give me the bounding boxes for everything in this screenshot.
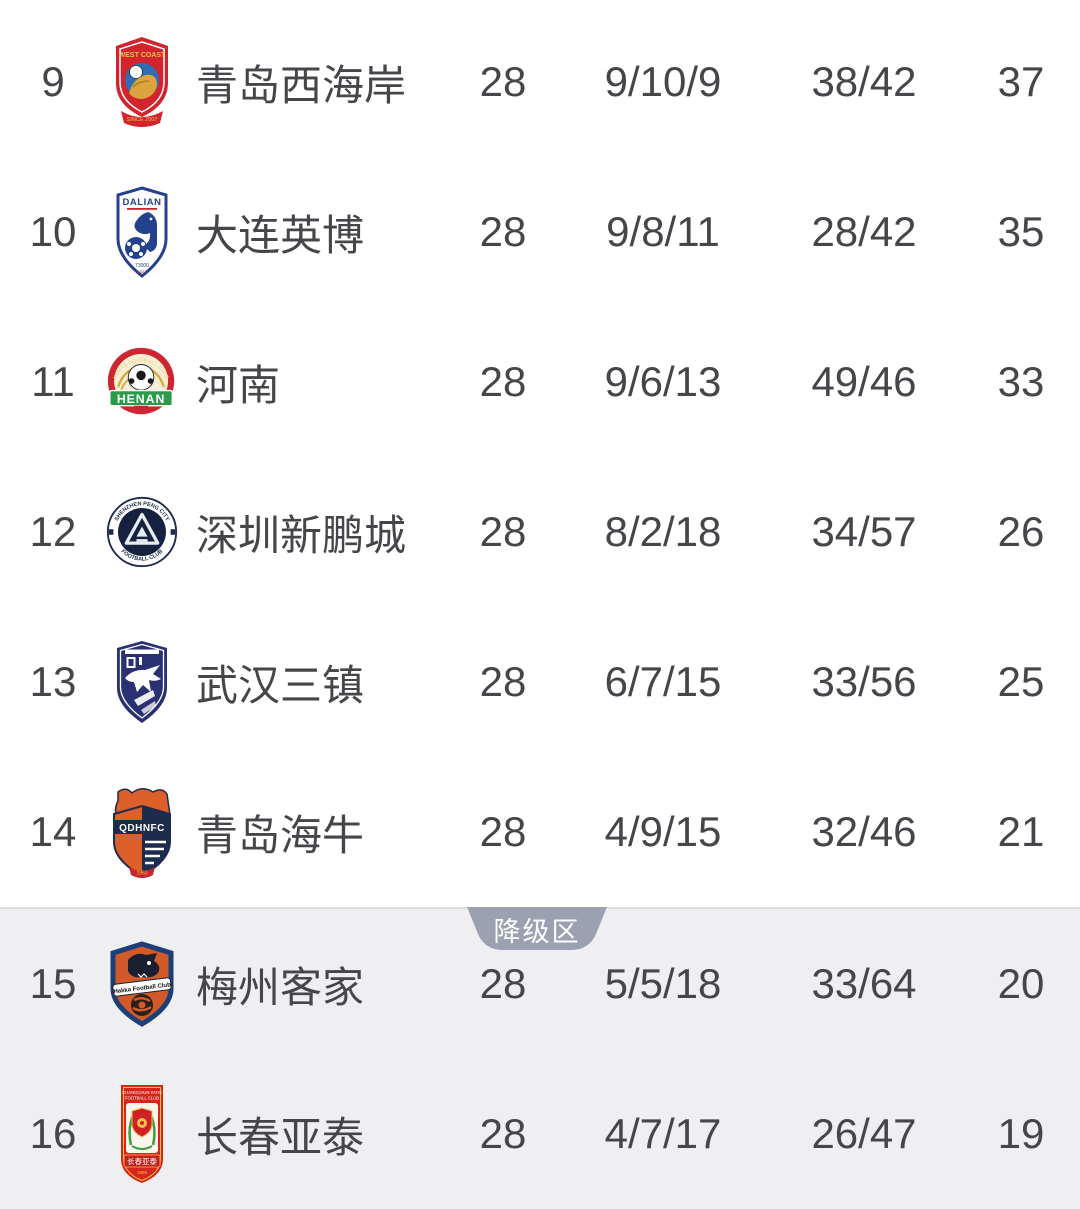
logo-text: 2021 xyxy=(138,269,148,274)
played-cell: 28 xyxy=(479,58,527,105)
played-cell: 28 xyxy=(479,658,527,705)
table-row[interactable]: 16 CHANGCHUN YATAI FOOTBALL CLUB 长春亚泰 xyxy=(0,1059,1080,1209)
table-row[interactable]: 12 SHENZHEN PENG CITY FOOTBALL CLUB 深圳新鹏… xyxy=(0,457,1080,607)
team-logo-qingdao-hainiu-icon: QDHNFC 1963 xyxy=(106,784,178,880)
team-logo-meizhou-hakka-icon: Hakka Football Club xyxy=(106,941,178,1027)
goals-cell: 49/46 xyxy=(811,358,917,405)
wdl-cell: 6/7/15 xyxy=(604,658,722,705)
logo-text: 1996 xyxy=(137,1170,148,1175)
logo-text: HENAN xyxy=(117,392,165,406)
played-cell: 28 xyxy=(479,808,527,855)
wdl-cell: 9/6/13 xyxy=(604,358,722,405)
team-logo-shenzhen-peng-city-icon: SHENZHEN PENG CITY FOOTBALL CLUB xyxy=(106,493,178,571)
logo-text: CHANGCHUN YATAI xyxy=(122,1090,161,1095)
team-logo-dalian-yingbo-icon: DALIAN 73000 2021 xyxy=(106,185,178,279)
logo-text: QDHNFC xyxy=(119,823,165,834)
team-logo-changchun-yatai-icon: CHANGCHUN YATAI FOOTBALL CLUB 长春亚泰 1996 xyxy=(106,1083,178,1185)
table-row[interactable]: 10 DALIAN 73000 2021 大连英博 28 9/8/11 28/4… xyxy=(0,157,1080,307)
goals-cell: 33/64 xyxy=(811,960,917,1007)
wdl-cell: 9/10/9 xyxy=(604,58,722,105)
goals-cell: 33/56 xyxy=(811,658,917,705)
team-logo-qingdao-west-coast-icon: WEST COAST SINCE 2007 xyxy=(106,35,178,129)
rank-cell: 13 xyxy=(29,658,77,705)
wdl-cell: 4/9/15 xyxy=(604,808,722,855)
points-cell: 35 xyxy=(997,208,1045,255)
goals-cell: 34/57 xyxy=(811,508,917,555)
played-cell: 28 xyxy=(479,960,527,1007)
played-cell: 28 xyxy=(479,358,527,405)
played-cell: 28 xyxy=(479,208,527,255)
logo-text: DALIAN xyxy=(123,197,162,208)
goals-cell: 38/42 xyxy=(811,58,917,105)
team-name: 长春亚泰 xyxy=(196,1113,365,1161)
table-row[interactable]: 11 HENAN FOOTBALL CLUB HENAN 河南 28 xyxy=(0,307,1080,457)
logo-text: SINCE 2007 xyxy=(127,117,158,123)
rank-cell: 15 xyxy=(29,960,77,1007)
goals-cell: 32/46 xyxy=(811,808,917,855)
points-cell: 33 xyxy=(997,358,1045,405)
table-row[interactable]: 13 武汉三镇 28 6/7/15 33/56 25 xyxy=(0,607,1080,757)
points-cell: 20 xyxy=(997,960,1045,1007)
relegation-zone-section: 降级区 15 Hakka Football Club xyxy=(0,907,1080,1209)
logo-text: WEST COAST xyxy=(119,52,166,59)
logo-text: 长春亚泰 xyxy=(127,1156,157,1166)
wdl-cell: 4/7/17 xyxy=(604,1110,722,1157)
table-row[interactable]: 9 WEST COAST SINCE 2007 青岛西海岸 28 9/10/9 … xyxy=(0,7,1080,157)
goals-cell: 26/47 xyxy=(811,1110,917,1157)
logo-text: 1963 xyxy=(136,871,147,877)
wdl-cell: 5/5/18 xyxy=(604,960,722,1007)
wdl-cell: 8/2/18 xyxy=(604,508,722,555)
played-cell: 28 xyxy=(479,508,527,555)
points-cell: 25 xyxy=(997,658,1045,705)
rank-cell: 14 xyxy=(29,808,77,855)
points-cell: 19 xyxy=(997,1110,1045,1157)
points-cell: 21 xyxy=(997,808,1045,855)
team-name: 武汉三镇 xyxy=(196,661,365,709)
team-logo-henan-icon: HENAN FOOTBALL CLUB HENAN xyxy=(106,337,178,427)
table-row[interactable]: 15 Hakka Football Club 梅州客家 xyxy=(0,909,1080,1059)
wdl-cell: 9/8/11 xyxy=(606,208,720,255)
points-cell: 37 xyxy=(997,58,1045,105)
logo-text: FOOTBALL CLUB xyxy=(125,1096,159,1101)
rank-cell: 11 xyxy=(31,358,75,405)
relegation-zone-label: 降级区 xyxy=(493,917,581,947)
points-cell: 26 xyxy=(997,508,1045,555)
played-cell: 28 xyxy=(479,1110,527,1157)
relegation-badge-shape-icon xyxy=(467,907,607,950)
relegation-zone-badge: 降级区 xyxy=(467,907,607,951)
team-name: 梅州客家 xyxy=(196,963,365,1011)
rank-cell: 9 xyxy=(41,58,65,105)
team-name: 大连英博 xyxy=(196,211,365,259)
rank-cell: 12 xyxy=(29,508,77,555)
team-name: 青岛西海岸 xyxy=(196,61,407,109)
team-name: 深圳新鹏城 xyxy=(196,511,407,559)
team-name: 青岛海牛 xyxy=(196,811,365,859)
goals-cell: 28/42 xyxy=(811,208,917,255)
rank-cell: 16 xyxy=(29,1110,77,1157)
team-logo-wuhan-three-towns-icon xyxy=(106,638,178,726)
rank-cell: 10 xyxy=(29,208,77,255)
table-row[interactable]: 14 QDHNFC 1963 青岛海牛 28 4/9/15 32/46 21 xyxy=(0,757,1080,907)
team-name: 河南 xyxy=(196,361,281,409)
logo-text: 73000 xyxy=(135,263,149,269)
